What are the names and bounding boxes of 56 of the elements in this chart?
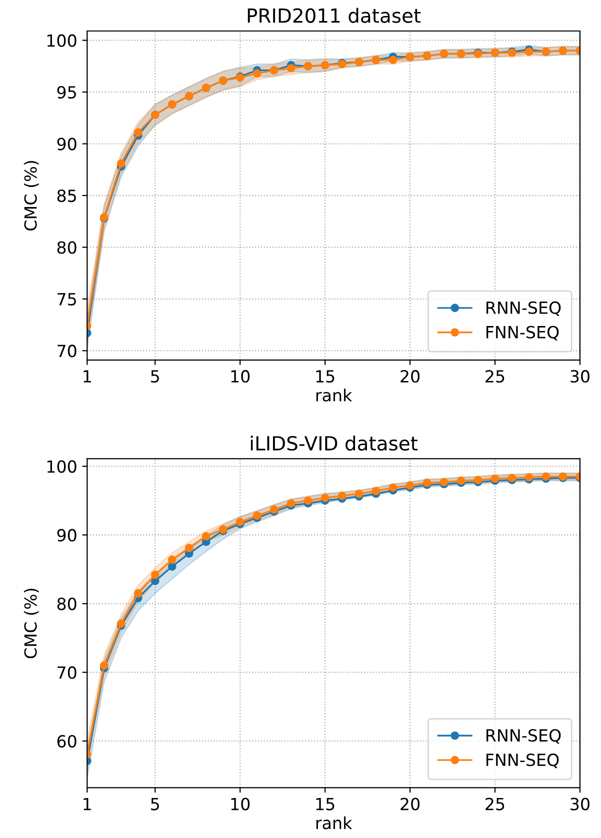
y-tick-label: 75 [58, 293, 76, 306]
legend-label: RNN-SEQ [486, 301, 561, 316]
point [524, 48, 534, 56]
point [134, 589, 142, 598]
y-tick-label: 60 [57, 734, 76, 748]
x-tick-label: 1 [84, 370, 91, 382]
x-tick-label: 30 [570, 798, 590, 810]
point [100, 661, 108, 670]
chart-title: PRID2011 dataset [248, 8, 421, 23]
x-tick-label: 25 [486, 370, 504, 383]
y-tick-label: 100 [47, 34, 76, 47]
point [372, 486, 380, 496]
point [150, 570, 160, 579]
point [286, 64, 296, 72]
x-tick-label: 20 [400, 370, 420, 383]
x-axis-title: rank [316, 388, 352, 402]
point [388, 56, 398, 64]
point [168, 562, 176, 571]
point [490, 474, 500, 483]
point [184, 544, 194, 552]
point [338, 492, 346, 500]
y-tick-label: 90 [57, 528, 76, 542]
x-tick-label: 10 [231, 370, 250, 383]
point [202, 532, 210, 540]
x-tick-label: 1 [84, 798, 91, 810]
legend-label: FNN-SEQ [486, 754, 559, 768]
y-tick-label: 90 [57, 138, 76, 150]
y-tick-label: 70 [58, 666, 76, 679]
y-axis-title: CMC (%) [24, 161, 39, 230]
point [388, 483, 398, 492]
x-tick-label: 5 [151, 370, 159, 383]
x-tick-label: 5 [151, 798, 159, 810]
point [168, 556, 176, 564]
point [354, 490, 364, 498]
x-axis-title: rank [316, 816, 352, 830]
x-tick-label: 15 [316, 370, 334, 383]
y-tick-label: 80 [57, 241, 76, 254]
x-tick-label: 30 [570, 370, 590, 383]
x-tick-label: 25 [486, 798, 504, 810]
chart-title: iLIDS-VID dataset [250, 436, 418, 451]
legend-label: FNN-SEQ [486, 326, 559, 340]
x-tick-label: 10 [231, 798, 250, 810]
y-tick-label: 70 [58, 344, 76, 358]
x-tick-label: 15 [316, 798, 334, 810]
y-tick-label: 95 [57, 86, 76, 99]
y-tick-label: 85 [57, 189, 76, 202]
y-tick-label: 100 [47, 460, 76, 473]
legend-label: RNN-SEQ [486, 729, 561, 744]
x-tick-label: 20 [400, 798, 420, 810]
point [252, 69, 262, 78]
point [320, 494, 330, 502]
y-tick-label: 80 [57, 598, 76, 610]
point [134, 128, 142, 137]
point [304, 496, 312, 505]
point [116, 159, 126, 168]
y-axis-title: CMC (%) [24, 588, 39, 658]
